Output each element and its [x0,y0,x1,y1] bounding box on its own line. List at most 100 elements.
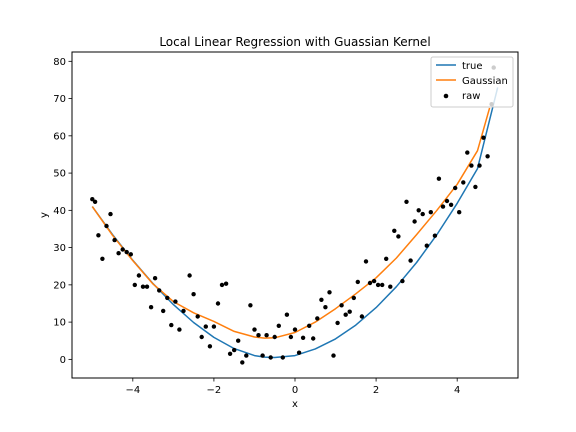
scatter-point [311,336,316,341]
scatter-point [116,251,121,256]
scatter-point [343,312,348,317]
scatter-point [268,355,273,360]
scatter-point [215,301,221,306]
scatter-point [264,333,269,338]
scatter-point [120,247,125,252]
scatter-point [280,355,285,360]
x-tick-label: 0 [292,385,298,396]
scatter-point [203,324,208,329]
scatter-point [359,314,365,319]
scatter-point [323,305,328,310]
legend-box [430,56,514,108]
scatter-point [96,233,101,238]
scatter-point [355,279,360,285]
x-axis-label: x [292,399,298,410]
scatter-point [420,211,425,217]
scatter-point [416,208,421,213]
scatter-point [211,324,217,329]
scatter-point [112,237,117,243]
scatter-point [104,223,109,229]
scatter-point [465,150,470,155]
scatter-point [408,258,413,263]
scatter-point [92,199,98,204]
scatter-point [260,353,265,358]
y-tick-label: 40 [53,206,66,217]
scatter-point [191,292,196,297]
scatter-point [161,308,166,314]
scatter-point [240,360,245,365]
scatter-point [319,297,324,302]
scatter-point [181,308,186,314]
scatter-point [132,282,137,288]
y-axis-label: y [39,212,50,218]
scatter-point [384,256,389,261]
legend-label-gaussian: Gaussian [462,76,508,87]
x-axis: −4 −2 0 2 4 [125,378,460,396]
scatter-point [128,252,133,257]
scatter-point [177,327,182,332]
legend-label-raw: raw [462,91,480,102]
series-line-gaussian [91,107,491,339]
y-tick-label: 10 [53,318,66,329]
scatter-point [207,344,213,349]
scatter-point [335,320,340,326]
scatter-point [244,353,249,358]
scatter-point [412,219,417,224]
scatter-point [199,334,204,340]
scatter-point [461,180,466,185]
chart-title: Local Linear Regression with Guassian Ke… [159,35,430,49]
x-tick-label: −2 [207,385,222,396]
scatter-point [90,197,95,202]
scatter-point [347,309,352,314]
scatter-point [256,333,261,338]
y-tick-label: 0 [60,355,66,366]
scatter-point [327,290,332,295]
scatter-point [300,335,306,340]
scatter-point [367,280,373,286]
scatter-point [363,259,369,264]
scatter-point [380,282,385,288]
scatter-point [428,210,433,215]
scatter-point [152,276,158,281]
scatter-point [195,314,200,319]
scatter-point [375,282,381,288]
scatter-point [124,249,129,255]
scatter-point [276,323,281,328]
y-tick-label: 50 [53,169,66,180]
scatter-point [248,303,253,308]
scatter-point [169,322,174,328]
y-tick-label: 20 [53,280,66,291]
scatter-point [457,210,462,215]
x-tick-label: 4 [454,385,460,396]
scatter-point [481,135,486,140]
scatter-point [223,281,229,286]
y-tick-label: 60 [53,131,66,142]
scatter-point [469,163,474,168]
x-tick-label: −4 [125,385,140,396]
scatter-point [453,185,458,191]
scatter-point [444,198,450,204]
scatter-point [272,334,277,340]
scatter-point [284,312,290,317]
scatter-point [148,305,154,310]
scatter-point [473,184,478,190]
scatter-point [236,338,241,343]
scatter-point [187,273,192,278]
scatter-point [144,284,150,289]
scatter-point [173,299,178,304]
scatter-point [227,351,233,356]
legend: true Gaussian raw [430,56,514,108]
legend-swatch-raw [443,93,449,99]
scatter-point [432,233,438,238]
y-axis: 0 10 20 30 40 50 60 70 80 [53,57,72,366]
scatter-point [404,199,409,204]
y-tick-label: 80 [53,57,66,68]
scatter-point [448,202,454,207]
scatter-point [165,295,170,301]
scatter-point [307,323,312,328]
scatter-point [371,278,377,284]
scatter-point [252,327,257,332]
scatter-point [392,228,397,233]
scatter-point [400,278,405,284]
